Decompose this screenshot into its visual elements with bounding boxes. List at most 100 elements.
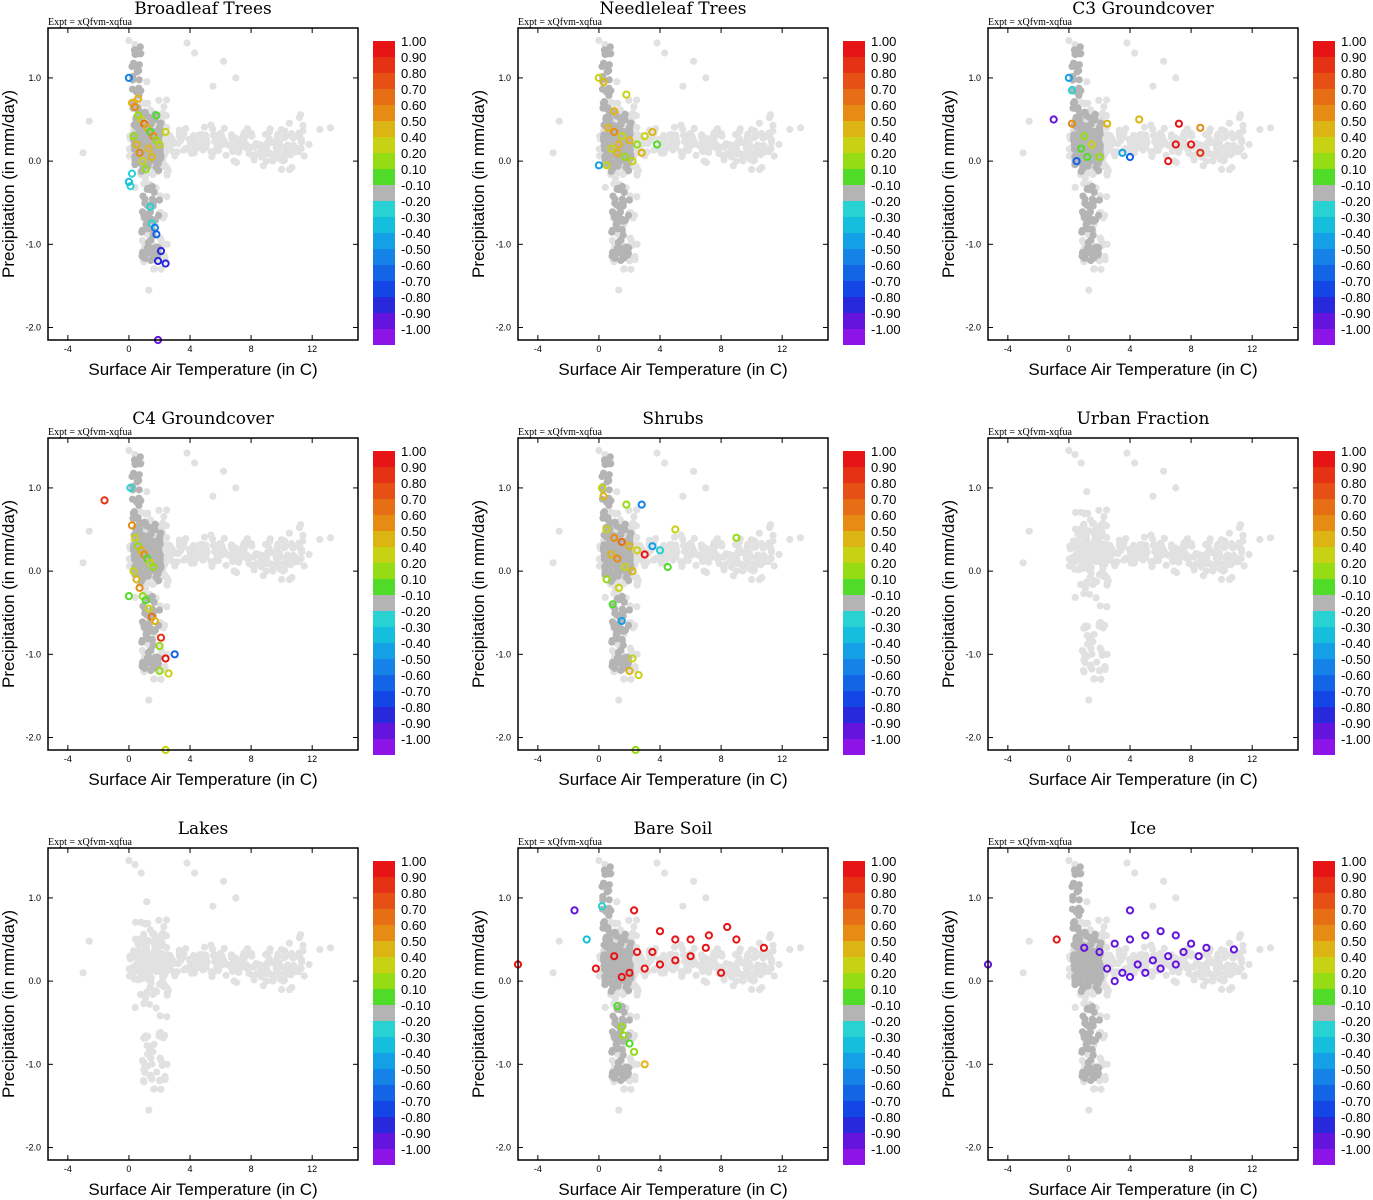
background-point bbox=[710, 543, 718, 551]
data-point bbox=[152, 111, 161, 120]
colorbar-swatch bbox=[373, 579, 395, 595]
colorbar-swatch bbox=[1313, 739, 1335, 755]
background-point bbox=[1211, 150, 1219, 158]
y-axis-label: Precipitation (in mm/day) bbox=[469, 90, 488, 278]
background-point bbox=[295, 524, 303, 532]
neutral-point bbox=[135, 67, 143, 75]
neutral-point bbox=[134, 553, 142, 561]
background-point bbox=[299, 531, 307, 540]
x-tick-label: 4 bbox=[658, 754, 663, 764]
background-point bbox=[1019, 149, 1027, 157]
background-point bbox=[264, 549, 272, 557]
neutral-point bbox=[616, 204, 624, 212]
colorbar-label: 0.90 bbox=[1341, 460, 1366, 475]
background-point bbox=[1149, 82, 1157, 90]
data-point bbox=[1067, 119, 1077, 128]
plot-frame bbox=[987, 27, 1299, 341]
background-point bbox=[220, 467, 228, 475]
data-point bbox=[663, 562, 672, 572]
colorbar-label: -0.40 bbox=[871, 636, 901, 651]
neutral-point bbox=[599, 104, 607, 112]
y-axis-label: Precipitation (in mm/day) bbox=[0, 500, 18, 688]
colorbar-swatch bbox=[1313, 153, 1335, 169]
background-point bbox=[281, 132, 289, 140]
background-point bbox=[668, 130, 676, 139]
background-point bbox=[281, 542, 289, 550]
background-point bbox=[1172, 568, 1181, 577]
neutral-point bbox=[1076, 43, 1084, 51]
colorbar-label: -0.70 bbox=[1341, 684, 1371, 699]
colorbar-swatch bbox=[843, 451, 865, 467]
background-point bbox=[257, 153, 266, 161]
colorbar-label: 1.00 bbox=[871, 34, 896, 49]
colorbar-label: 0.20 bbox=[1341, 146, 1366, 161]
background-point bbox=[215, 133, 223, 141]
neutral-point bbox=[138, 636, 146, 644]
data-point bbox=[161, 259, 170, 268]
background-point bbox=[285, 119, 293, 127]
colorbar-swatch bbox=[373, 563, 395, 579]
background-point bbox=[1202, 157, 1210, 165]
colorbar-label: -0.60 bbox=[401, 668, 431, 683]
colorbar-label: 0.90 bbox=[871, 50, 896, 65]
neutral-point bbox=[146, 524, 154, 532]
colorbar-label: 0.90 bbox=[401, 460, 426, 475]
background-point bbox=[164, 577, 172, 585]
background-point bbox=[1235, 114, 1243, 122]
neutral-point bbox=[1090, 197, 1098, 205]
neutral-point bbox=[1076, 50, 1085, 58]
colorbar-swatch bbox=[843, 105, 865, 121]
x-axis-label: Surface Air Temperature (in C) bbox=[1028, 770, 1257, 789]
background-point bbox=[138, 236, 146, 245]
colorbar-swatch bbox=[1313, 73, 1335, 89]
y-tick-label: 0.0 bbox=[28, 156, 41, 166]
background-point bbox=[160, 571, 168, 580]
background-point bbox=[173, 558, 181, 566]
background-point bbox=[1256, 125, 1264, 134]
background-point bbox=[1225, 529, 1233, 537]
colorbar-label: -0.60 bbox=[871, 668, 901, 683]
background-point bbox=[1082, 550, 1090, 558]
data-point bbox=[1049, 115, 1058, 124]
background-point bbox=[199, 547, 207, 556]
background-point bbox=[85, 117, 93, 125]
neutral-point bbox=[1083, 245, 1091, 253]
y-tick-label: -1.0 bbox=[965, 239, 981, 249]
background-point bbox=[1221, 542, 1229, 550]
colorbar-label: -0.20 bbox=[401, 604, 431, 619]
background-point bbox=[155, 506, 163, 514]
background-point bbox=[285, 529, 293, 537]
background-point bbox=[200, 123, 209, 131]
background-point bbox=[610, 590, 618, 598]
neutral-point bbox=[135, 471, 143, 479]
background-point bbox=[661, 136, 669, 144]
background-points bbox=[1019, 36, 1275, 294]
background-point bbox=[175, 131, 183, 140]
neutral-point bbox=[1095, 244, 1103, 252]
colorbar-swatch bbox=[1313, 467, 1335, 483]
colorbar-swatch bbox=[843, 281, 865, 297]
neutral-point bbox=[156, 540, 164, 548]
background-point bbox=[1019, 559, 1027, 567]
data-point bbox=[129, 567, 138, 576]
background-point bbox=[1185, 149, 1193, 158]
neutral-point bbox=[139, 663, 147, 671]
background-point bbox=[731, 540, 740, 549]
background-point bbox=[755, 529, 764, 537]
neutral-point bbox=[142, 630, 150, 639]
x-tick-label: 0 bbox=[126, 754, 131, 764]
background-point bbox=[601, 183, 609, 191]
neutral-point bbox=[150, 627, 158, 635]
data-point bbox=[732, 533, 741, 542]
x-tick-label: -4 bbox=[534, 754, 542, 764]
y-tick-label: 0.0 bbox=[498, 156, 511, 166]
background-point bbox=[677, 121, 685, 129]
background-point bbox=[220, 124, 228, 132]
neutral-point bbox=[1096, 146, 1104, 155]
background-point bbox=[209, 492, 217, 500]
background-point bbox=[1086, 661, 1094, 669]
neutral-point bbox=[1081, 199, 1089, 207]
background-point bbox=[232, 158, 241, 167]
background-point bbox=[140, 180, 148, 188]
background-point bbox=[161, 662, 169, 671]
